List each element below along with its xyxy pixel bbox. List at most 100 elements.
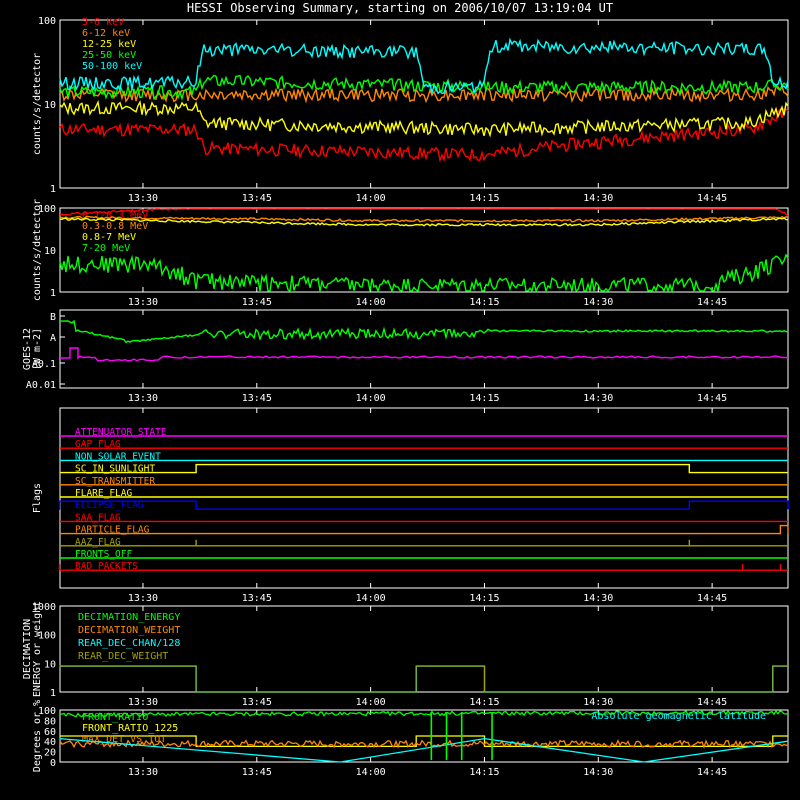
- flag-row: [60, 539, 788, 547]
- panel-hxr-high: 13:30 13:45 14:00 14:15 14:30 14:45: [59, 207, 789, 308]
- flag-row: [58, 564, 788, 571]
- legend-entry: DECIMATION_ENERGY: [78, 612, 180, 623]
- series-line-50-100-keV: [59, 37, 789, 96]
- flag-label: SAA_FLAG: [75, 512, 121, 523]
- legend-entry: 0.3-0.8 MeV: [82, 221, 148, 232]
- legend-entry: FRONT_RATIO_1225: [82, 723, 178, 734]
- x-tick-label: 14:15: [469, 297, 499, 308]
- decimation-series-line: [59, 665, 788, 693]
- flag-label: FRONTS_OFF: [75, 549, 132, 560]
- flag-line: [60, 463, 788, 474]
- series-line-0-3-0-8-MeV: [59, 215, 789, 223]
- y-tick-label: 20: [44, 748, 56, 759]
- chart-title: HESSI Observing Summary, starting on 200…: [187, 1, 613, 15]
- x-tick-label: 14:30: [583, 593, 613, 604]
- x-tick-label: 13:45: [242, 697, 272, 708]
- y-axis-label: counts/s/detector: [32, 53, 43, 155]
- flag-label: PARTICLE_FLAG: [75, 525, 150, 536]
- y-tick-label: 60: [44, 727, 56, 738]
- x-tick-label: 14:30: [583, 697, 613, 708]
- legend-entry: DECIMATION_WEIGHT: [78, 625, 180, 636]
- y-tick-label: 1000: [32, 602, 56, 613]
- flag-label: ATTENUATOR_STATE: [75, 427, 167, 438]
- flag-label: NON_SOLAR_EVENT: [75, 451, 161, 462]
- y-tick-label: 100: [38, 706, 56, 717]
- x-tick-label: 14:30: [583, 393, 613, 404]
- y-axis-label: DECIMATION: [22, 619, 33, 679]
- x-tick-label: 13:30: [128, 393, 158, 404]
- annotation-label: Absolute geomagnetic latitude: [591, 711, 766, 722]
- x-tick-label: 14:30: [583, 193, 613, 204]
- flag-label: BAD_PACKETS: [75, 561, 138, 572]
- flag-row: [60, 463, 788, 474]
- x-tick-label: 13:45: [242, 593, 272, 604]
- x-tick-label: 13:30: [128, 767, 158, 778]
- flag-label: AAZ_FLAG: [75, 537, 121, 548]
- x-tick-label: 14:45: [697, 193, 727, 204]
- x-tick-label: 14:45: [697, 297, 727, 308]
- x-tick-label: 14:30: [583, 767, 613, 778]
- series-line-0-1-0-3-MeV: [59, 208, 789, 217]
- x-tick-label: 14:45: [697, 393, 727, 404]
- x-tick-label: 14:30: [583, 297, 613, 308]
- x-tick-label: 14:15: [469, 697, 499, 708]
- x-tick-label: 14:00: [356, 393, 386, 404]
- y-tick-label: 0: [50, 758, 56, 769]
- x-tick-label: 13:30: [128, 697, 158, 708]
- x-tick-label: 14:15: [469, 193, 499, 204]
- x-tick-label: 13:45: [242, 193, 272, 204]
- flag-label: GAP_FLAG: [75, 439, 121, 450]
- y-tick-label: 1: [50, 688, 56, 699]
- flag-label: SC_TRANSMITTER: [75, 476, 155, 487]
- flag-line: [58, 500, 789, 510]
- legend-entry: 7-20 MeV: [82, 243, 130, 254]
- x-tick-label: 13:45: [242, 767, 272, 778]
- x-tick-label: 14:15: [469, 767, 499, 778]
- y-axis-label: Flags: [32, 483, 43, 513]
- y-axis-label: Degrees or %: [32, 700, 43, 772]
- decimation-series-line: [59, 665, 788, 693]
- x-tick-label: 14:15: [469, 393, 499, 404]
- panel-frame: [59, 309, 789, 389]
- x-tick-label: 14:45: [697, 767, 727, 778]
- legend-entry: 0.1-0.3 MeV: [82, 210, 148, 221]
- legend-entry: 3-6 keV: [82, 17, 124, 28]
- x-tick-label: 14:45: [697, 697, 727, 708]
- series-line-0-8-7-MeV: [59, 217, 789, 227]
- x-tick-label: 13:45: [242, 297, 272, 308]
- panel-frame: [59, 407, 789, 589]
- series-line-25-50-keV: [59, 74, 789, 102]
- y-tick-label: 10: [44, 246, 56, 257]
- x-tick-label: 14:00: [356, 767, 386, 778]
- y-axis-label: GOES-12: [22, 328, 33, 370]
- y-tick-label: 1: [50, 288, 56, 299]
- legend-entry: MAX_DET_VS_TOT: [82, 734, 166, 745]
- y-tick-label: 1: [50, 184, 56, 195]
- x-tick-label: 14:00: [356, 697, 386, 708]
- legend-entry: 0.8-7 MeV: [82, 232, 136, 243]
- x-tick-label: 13:30: [128, 297, 158, 308]
- y-tick-label: 10: [44, 659, 56, 670]
- flag-line: [60, 524, 789, 535]
- ratio-series-line: [60, 735, 788, 748]
- y-tick-label: A0.1: [32, 359, 56, 370]
- x-tick-label: 14:00: [356, 297, 386, 308]
- ratio-series-line: [59, 737, 789, 763]
- y-tick-label: 10: [44, 100, 56, 111]
- series-line-3-6-keV: [59, 108, 789, 163]
- flag-label: SC_IN_SUNLIGHT: [75, 464, 155, 475]
- y-axis-label: [W m-2]: [32, 328, 43, 370]
- x-tick-label: 14:00: [356, 593, 386, 604]
- panel-frame: [59, 207, 789, 293]
- y-tick-label: 80: [44, 716, 56, 727]
- flag-label: FLARE_FLAG: [75, 488, 132, 499]
- legend-entry: REAR_DEC_WEIGHT: [78, 651, 168, 662]
- goes-long-series-line: [60, 319, 789, 344]
- x-tick-label: 14:15: [469, 593, 499, 604]
- y-tick-label: A0.01: [26, 380, 56, 391]
- ratio-series-line: [59, 709, 789, 718]
- y-axis-label: counts/s/detector: [32, 199, 43, 301]
- y-tick-label: 100: [38, 204, 56, 215]
